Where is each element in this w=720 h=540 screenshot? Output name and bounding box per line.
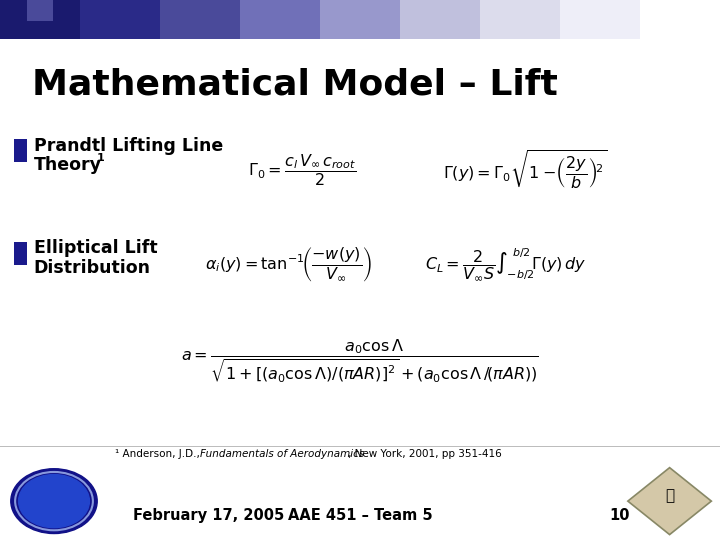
Bar (0, 0, 27, 39)
Text: Mathematical Model – Lift: Mathematical Model – Lift (32, 68, 558, 102)
Bar (14, 139, 27, 162)
Text: 🚂: 🚂 (665, 488, 674, 503)
Text: ¹ Anderson, J.D.,: ¹ Anderson, J.D., (115, 449, 203, 460)
Bar (27, 0, 53, 22)
Text: $\alpha_i(y)=\tan^{-1}\!\!\left(\dfrac{-w(y)}{V_\infty}\right)$: $\alpha_i(y)=\tan^{-1}\!\!\left(\dfrac{-… (205, 246, 372, 284)
Circle shape (19, 475, 89, 528)
Bar (640, 0, 720, 39)
Bar (480, 0, 562, 39)
Text: Elliptical Lift: Elliptical Lift (34, 239, 158, 257)
Bar (320, 0, 402, 39)
Text: $\Gamma(y)=\Gamma_0\sqrt{1-\!\left(\dfrac{2y}{b}\right)^{\!2}}$: $\Gamma(y)=\Gamma_0\sqrt{1-\!\left(\dfra… (443, 148, 607, 192)
Text: Prandtl Lifting Line: Prandtl Lifting Line (34, 137, 223, 154)
Text: $\Gamma_0 = \dfrac{c_l\,V_\infty\,c_{root}}{2}$: $\Gamma_0 = \dfrac{c_l\,V_\infty\,c_{roo… (248, 152, 357, 188)
Text: 10: 10 (609, 508, 629, 523)
Bar (560, 0, 642, 39)
Text: Distribution: Distribution (34, 259, 151, 276)
Text: 1: 1 (96, 153, 104, 163)
Bar (14, 242, 27, 265)
Bar (0, 0, 81, 39)
Text: February 17, 2005: February 17, 2005 (133, 508, 284, 523)
Text: Fundamentals of Aerodynamics: Fundamentals of Aerodynamics (200, 449, 364, 460)
Polygon shape (628, 468, 711, 535)
Text: $C_L=\dfrac{2}{V_\infty S}\int_{-b/2}^{\;b/2}\!\Gamma(y)\,dy$: $C_L=\dfrac{2}{V_\infty S}\int_{-b/2}^{\… (425, 246, 586, 283)
Bar (160, 0, 241, 39)
Circle shape (11, 469, 97, 534)
Bar (80, 0, 161, 39)
Text: , New York, 2001, pp 351-416: , New York, 2001, pp 351-416 (348, 449, 502, 460)
Bar (400, 0, 482, 39)
Text: Theory: Theory (34, 156, 102, 174)
Text: $a = \dfrac{a_0\cos\Lambda}{\sqrt{1+\left[\left(a_0\cos\Lambda\right)/\left(\pi : $a = \dfrac{a_0\cos\Lambda}{\sqrt{1+\lef… (181, 338, 539, 386)
Bar (240, 0, 321, 39)
Text: AAE 451 – Team 5: AAE 451 – Team 5 (288, 508, 432, 523)
